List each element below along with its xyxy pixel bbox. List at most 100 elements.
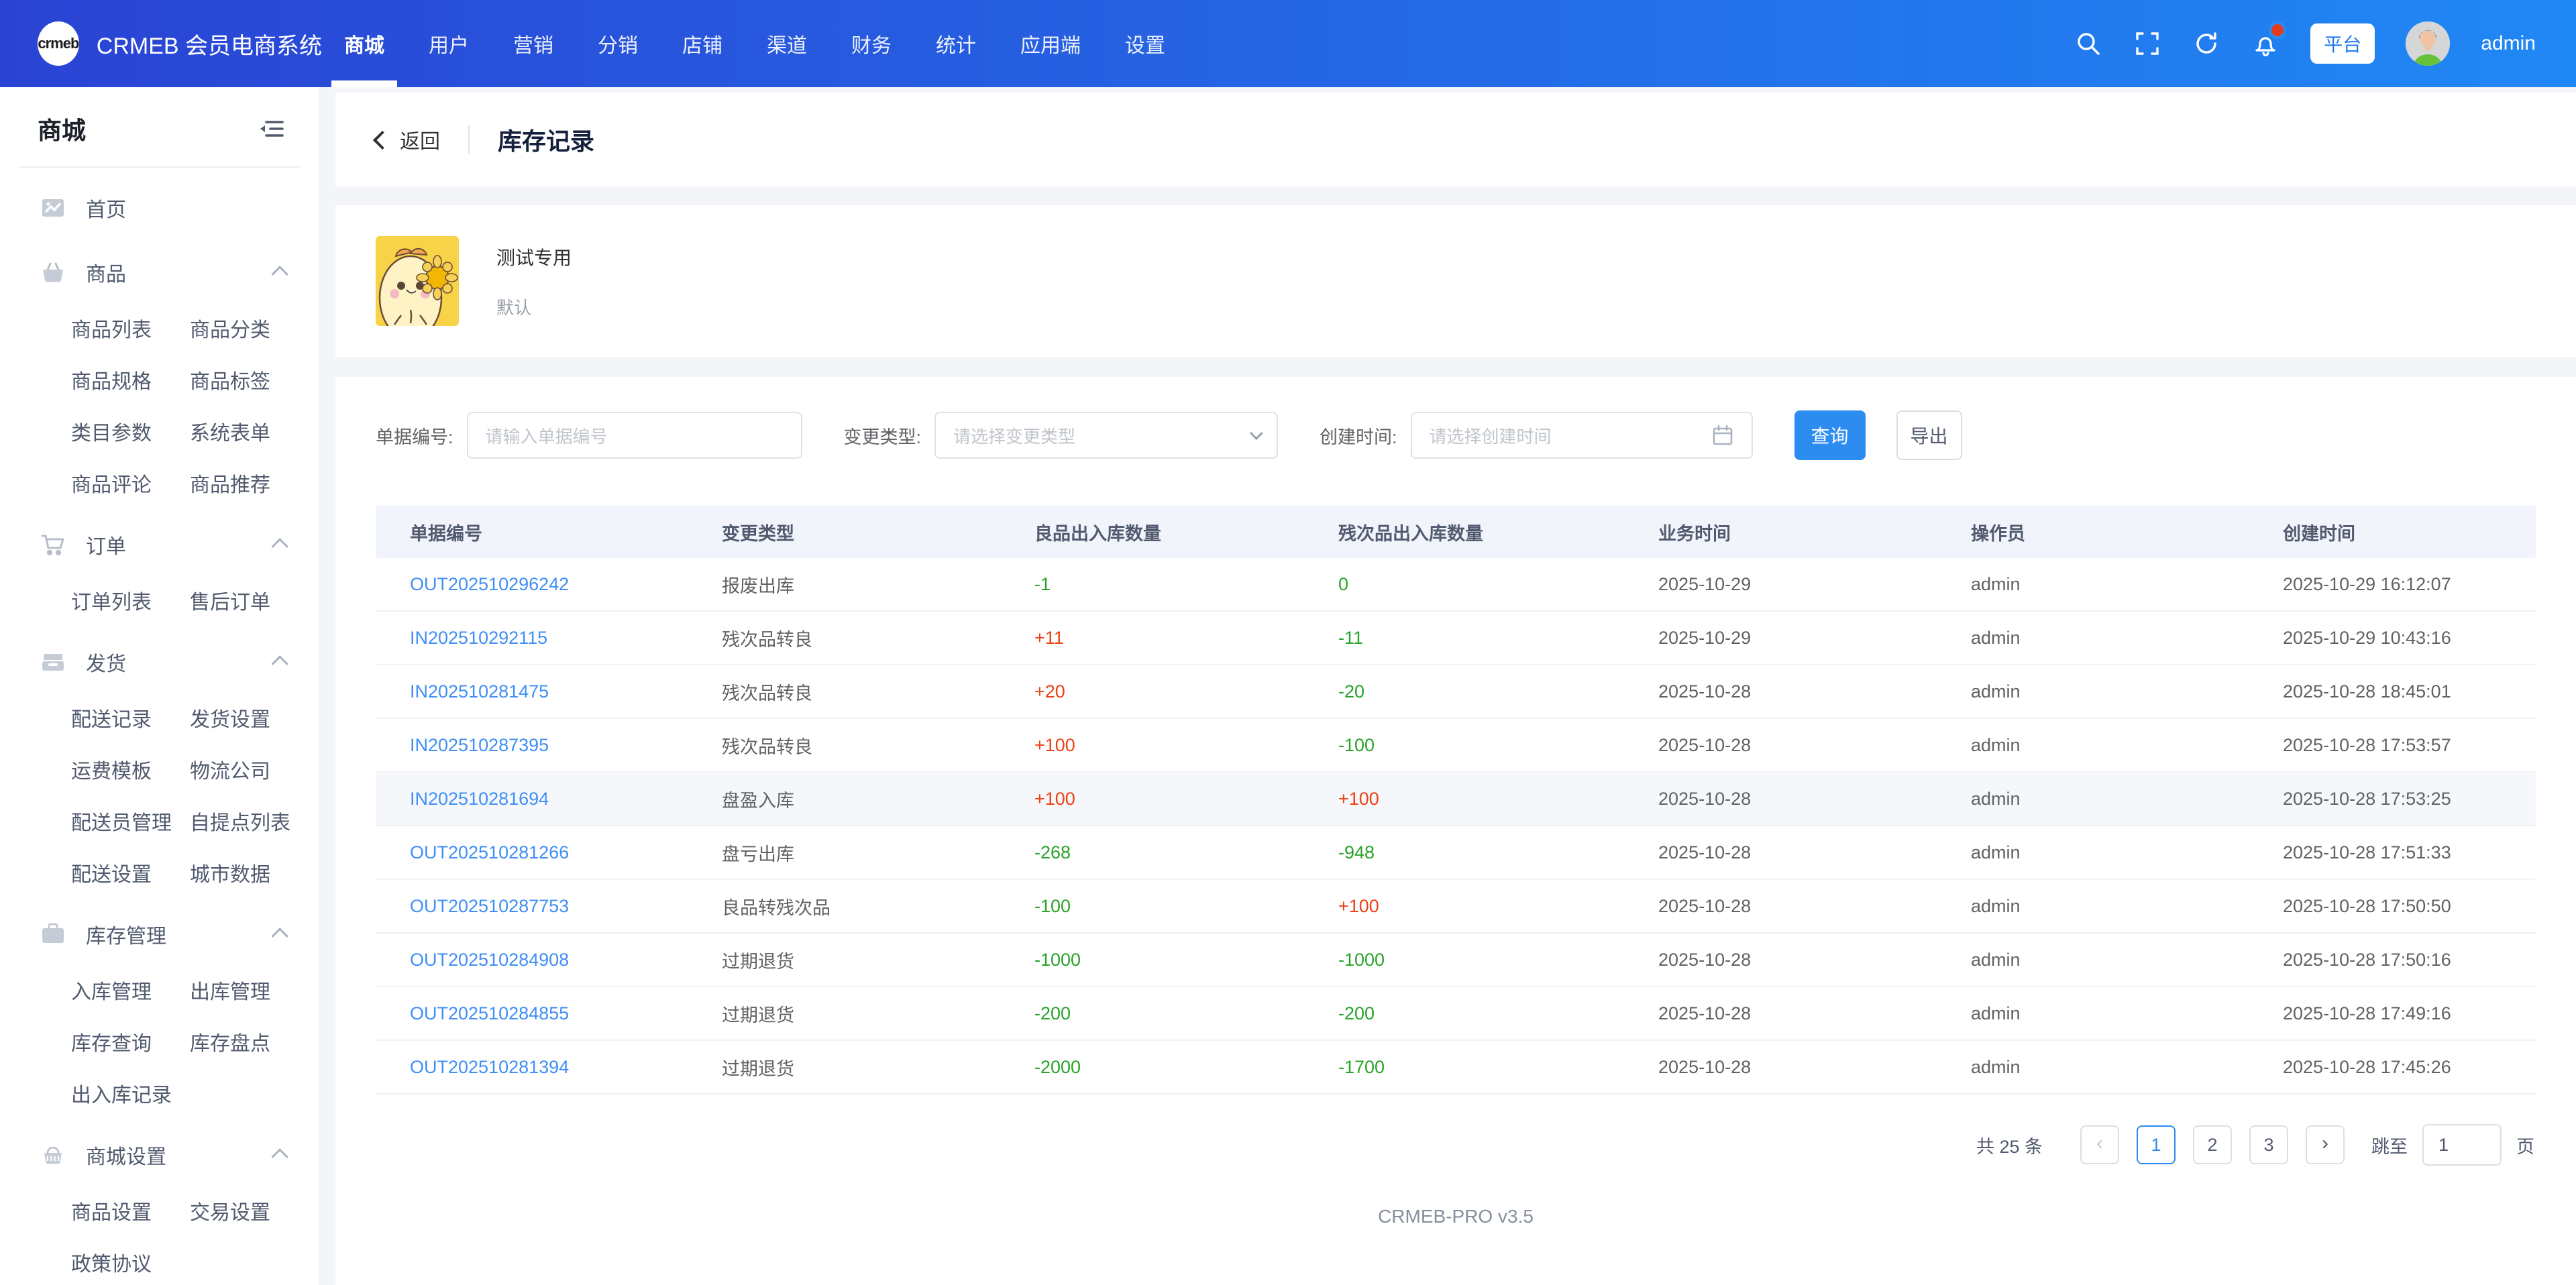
good-qty-cell: +100 [1034, 735, 1338, 756]
business-time-cell: 2025-10-29 [1658, 574, 1971, 595]
sidebar-subitem-订单列表[interactable]: 订单列表 [71, 574, 190, 626]
good-qty-cell: -268 [1034, 842, 1338, 863]
change-type-cell: 过期退货 [722, 1001, 1034, 1027]
sidebar-subitem-库存盘点[interactable]: 库存盘点 [190, 1015, 284, 1067]
back-button[interactable]: 返回 [376, 125, 440, 154]
order-no-link[interactable]: OUT202510281394 [410, 1057, 722, 1078]
refresh-icon[interactable] [2192, 30, 2220, 58]
order-no-link[interactable]: IN202510287395 [410, 735, 722, 756]
nav-item-统计[interactable]: 统计 [914, 0, 998, 87]
page-button-1[interactable]: 1 [2137, 1125, 2176, 1164]
sidebar-subitem-配送设置[interactable]: 配送设置 [71, 846, 190, 898]
nav-item-店铺[interactable]: 店铺 [660, 0, 745, 87]
sidebar-subitem-发货设置[interactable]: 发货设置 [190, 691, 304, 743]
avatar[interactable] [2406, 21, 2450, 66]
order-no-link[interactable]: IN202510292115 [410, 628, 722, 649]
sidebar-subitem-商品分类[interactable]: 商品分类 [190, 302, 284, 353]
sidebar-item-发货[interactable]: 发货 [0, 632, 319, 691]
sidebar-subitem-政策协议[interactable]: 政策协议 [71, 1236, 190, 1285]
sidebar-item-label: 商城设置 [86, 1140, 166, 1170]
sidebar-subitem-出库管理[interactable]: 出库管理 [190, 964, 284, 1015]
sidebar-subitem-运费模板[interactable]: 运费模板 [71, 743, 190, 795]
sidebar-subitem-城市数据[interactable]: 城市数据 [190, 846, 304, 898]
sidebar-menu: 首页商品商品列表商品分类商品规格商品标签类目参数系统表单商品评论商品推荐订单订单… [0, 178, 319, 1285]
next-page-button[interactable]: › [2306, 1125, 2345, 1164]
nav-item-营销[interactable]: 营销 [491, 0, 576, 87]
operator-cell: admin [1971, 789, 2283, 809]
change-type-cell: 盘盈入库 [722, 786, 1034, 812]
search-icon[interactable] [2074, 30, 2102, 58]
platform-badge[interactable]: 平台 [2310, 23, 2375, 64]
sidebar-subitem-商品推荐[interactable]: 商品推荐 [190, 457, 284, 508]
page-button-3[interactable]: 3 [2249, 1125, 2288, 1164]
nav-item-设置[interactable]: 设置 [1103, 0, 1187, 87]
prev-page-button[interactable]: ‹ [2080, 1125, 2119, 1164]
username[interactable]: admin [2481, 32, 2536, 55]
collapse-sidebar-icon[interactable] [257, 114, 286, 144]
search-button[interactable]: 查询 [1794, 410, 1866, 460]
business-time-cell: 2025-10-28 [1658, 950, 1971, 970]
sidebar-section-库存管理: 库存管理入库管理出库管理库存查询库存盘点出入库记录 [0, 905, 319, 1119]
sidebar-subitem-库存查询[interactable]: 库存查询 [71, 1015, 190, 1067]
fullscreen-icon[interactable] [2133, 30, 2161, 58]
export-button[interactable]: 导出 [1896, 410, 1962, 460]
sidebar-subitem-系统表单[interactable]: 系统表单 [190, 405, 284, 457]
order-no-link[interactable]: OUT202510287753 [410, 896, 722, 917]
page-button-2[interactable]: 2 [2193, 1125, 2232, 1164]
sidebar-subitem-类目参数[interactable]: 类目参数 [71, 405, 190, 457]
defective-qty-cell: +100 [1338, 789, 1658, 809]
nav-item-财务[interactable]: 财务 [829, 0, 914, 87]
column-header: 单据编号 [410, 519, 722, 545]
nav-item-渠道[interactable]: 渠道 [745, 0, 829, 87]
nav-item-分销[interactable]: 分销 [576, 0, 660, 87]
jump-page-input[interactable]: 1 [2422, 1124, 2502, 1166]
table-row: IN202510292115残次品转良+11-112025-10-29admin… [376, 612, 2536, 665]
sidebar-item-首页[interactable]: 首页 [0, 178, 319, 237]
chevron-up-icon [271, 655, 288, 672]
sidebar-subitem-物流公司[interactable]: 物流公司 [190, 743, 304, 795]
sidebar-subitem-出入库记录[interactable]: 出入库记录 [71, 1067, 190, 1119]
order-no-link[interactable]: OUT202510281266 [410, 842, 722, 863]
business-time-cell: 2025-10-28 [1658, 1057, 1971, 1078]
sidebar-subitem-商品评论[interactable]: 商品评论 [71, 457, 190, 508]
sidebar-subitem-配送记录[interactable]: 配送记录 [71, 691, 190, 743]
nav-item-商城[interactable]: 商城 [322, 0, 407, 87]
sidebar-item-订单[interactable]: 订单 [0, 515, 319, 574]
sidebar-subitem-入库管理[interactable]: 入库管理 [71, 964, 190, 1015]
sidebar-subitem-商品标签[interactable]: 商品标签 [190, 353, 284, 405]
column-header: 业务时间 [1658, 519, 1971, 545]
order-no-link[interactable]: OUT202510284908 [410, 950, 722, 970]
business-time-cell: 2025-10-28 [1658, 681, 1971, 702]
sidebar-subitem-自提点列表[interactable]: 自提点列表 [190, 795, 304, 846]
sidebar-subitem-交易设置[interactable]: 交易设置 [190, 1184, 284, 1236]
business-time-cell: 2025-10-28 [1658, 735, 1971, 756]
create-time-placeholder: 请选择创建时间 [1430, 423, 1552, 448]
order-no-link[interactable]: IN202510281475 [410, 681, 722, 702]
column-header: 良品出入库数量 [1034, 519, 1338, 545]
business-time-cell: 2025-10-28 [1658, 1003, 1971, 1024]
change-type-select[interactable]: 请选择变更类型 [934, 412, 1278, 459]
order-no-input[interactable]: 请输入单据编号 [467, 412, 802, 459]
sidebar-subitem-商品规格[interactable]: 商品规格 [71, 353, 190, 405]
submenu-订单: 订单列表售后订单 [0, 574, 284, 626]
bell-icon[interactable] [2251, 30, 2279, 58]
sidebar-item-商城设置[interactable]: 商城设置 [0, 1125, 319, 1184]
crmeb-logo: crmeb [38, 21, 79, 66]
nav-item-用户[interactable]: 用户 [407, 0, 491, 87]
change-type-cell: 过期退货 [722, 947, 1034, 973]
sidebar-subitem-售后订单[interactable]: 售后订单 [190, 574, 284, 626]
sidebar-subitem-商品列表[interactable]: 商品列表 [71, 302, 190, 353]
submenu-发货: 配送记录发货设置运费模板物流公司配送员管理自提点列表配送设置城市数据 [0, 691, 304, 898]
submenu-库存管理: 入库管理出库管理库存查询库存盘点出入库记录 [0, 964, 284, 1119]
create-time-input[interactable]: 请选择创建时间 [1411, 412, 1753, 459]
order-no-link[interactable]: IN202510281694 [410, 789, 722, 809]
page-buttons: 123 [2119, 1125, 2288, 1164]
sidebar-subitem-商品设置[interactable]: 商品设置 [71, 1184, 190, 1236]
sidebar-item-商品[interactable]: 商品 [0, 243, 319, 302]
nav-item-应用端[interactable]: 应用端 [998, 0, 1103, 87]
order-no-link[interactable]: OUT202510284855 [410, 1003, 722, 1024]
sidebar-item-库存管理[interactable]: 库存管理 [0, 905, 319, 964]
delivery-icon [39, 648, 67, 676]
order-no-link[interactable]: OUT202510296242 [410, 574, 722, 595]
sidebar-subitem-配送员管理[interactable]: 配送员管理 [71, 795, 190, 846]
